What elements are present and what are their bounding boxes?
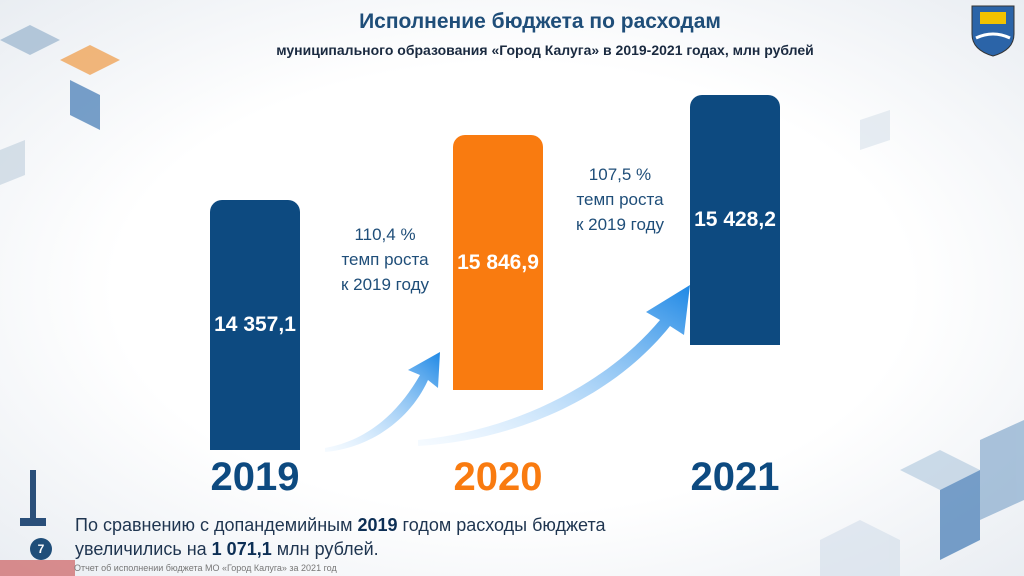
arrow [325, 352, 440, 452]
year-label: 2021 [690, 455, 780, 499]
bar: 15 846,9 [453, 135, 543, 390]
highlight: 2019 [357, 515, 398, 535]
page-number: 7 [30, 538, 52, 560]
footer: Отчет об исполнении бюджета МО «Город Ка… [74, 563, 337, 573]
bar: 14 357,1 [210, 200, 300, 450]
text: По сравнению с допандемийным [75, 515, 353, 535]
growth-line: к 2019 году [575, 215, 665, 234]
year-label: 2020 [453, 455, 543, 499]
cubes [0, 25, 1024, 576]
title: Исполнение бюджета по расходам [359, 10, 721, 33]
monument [0, 470, 75, 576]
text: увеличились на [75, 539, 207, 559]
coat-of-arms [971, 5, 1015, 57]
text: млн рублей. [276, 539, 379, 559]
summary-line: По сравнению с допандемийным 2019 годом … [75, 515, 606, 536]
bar: 15 428,2 [690, 95, 780, 345]
growth-line: темп роста [341, 250, 429, 269]
growth-line: 110,4 % [354, 225, 416, 244]
summary-line: увеличились на 1 071,1 млн рублей. [75, 539, 379, 560]
highlight: 1 071,1 [211, 539, 272, 559]
growth-line: к 2019 году [340, 275, 430, 294]
subtitle: муниципального образования «Город Калуга… [276, 42, 814, 58]
text: годом расходы бюджета [402, 515, 606, 535]
growth-note: 110,4 % темп роста к 2019 году [305, 222, 465, 297]
growth-note: 107,5 % темп роста к 2019 году [540, 162, 700, 237]
growth-line: 107,5 % [588, 165, 652, 184]
growth-line: темп роста [576, 190, 664, 209]
year-label: 2019 [210, 455, 300, 499]
